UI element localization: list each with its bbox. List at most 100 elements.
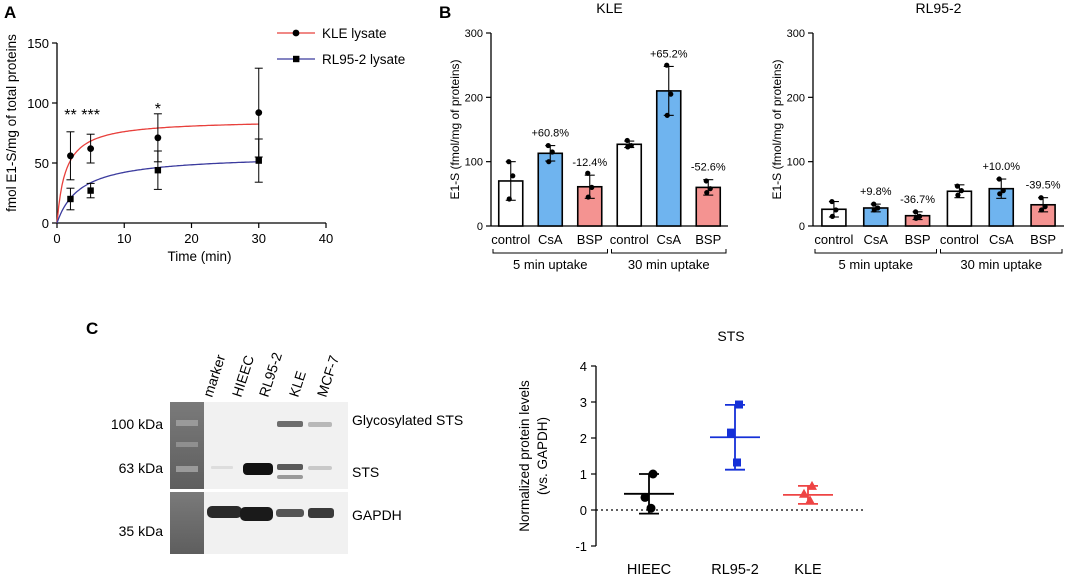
replicate-point xyxy=(589,184,595,190)
percent-change-label: -39.5% xyxy=(1026,180,1061,192)
category-label: BSP xyxy=(905,232,931,247)
chart-c-sts-levels: -1 0 1 2 3 4 STS Normalized protein levels (vs. … xyxy=(517,328,866,575)
western-blot: marker HIEEC RL95-2 KLE MCF-7 100 kDa 63… xyxy=(111,350,463,554)
x-tick-label: 30 xyxy=(252,231,266,246)
band-glycosylated-sts-kle xyxy=(277,421,303,427)
chart-b-kle: 0 100 200 300 KLE E1-S (fmol/mg of proteins) c… xyxy=(448,0,728,272)
y-tick-label: 150 xyxy=(27,36,49,51)
band-sts-hieec xyxy=(211,466,233,469)
band-sts-rl95-2 xyxy=(243,463,273,475)
category-label: RL95-2 xyxy=(711,562,759,575)
replicate-point xyxy=(954,183,961,189)
replicate-point xyxy=(912,209,919,215)
data-point xyxy=(255,109,263,116)
panel-label-c: C xyxy=(86,319,98,338)
data-point xyxy=(799,488,809,498)
bar xyxy=(497,180,524,227)
category-label: BSP xyxy=(695,232,721,247)
replicate-point xyxy=(704,189,710,196)
data-point xyxy=(87,145,95,153)
data-point xyxy=(154,167,162,174)
replicate-point xyxy=(1038,207,1045,213)
legend-marker xyxy=(293,55,300,63)
x-tick-label: 0 xyxy=(53,231,60,246)
replicate-point xyxy=(506,196,512,202)
category-label: KLE xyxy=(794,562,822,575)
lane-label-hieec: HIEEC xyxy=(229,353,257,399)
mw-label-35: 35 kDa xyxy=(119,523,164,539)
data-point xyxy=(733,458,741,467)
y-axis-title: E1-S (fmol/mg of proteins) xyxy=(770,59,784,199)
y-tick-label: 100 xyxy=(787,157,805,169)
x-tick-label: 10 xyxy=(117,231,131,246)
percent-change-label: +65.2% xyxy=(650,48,688,60)
data-point xyxy=(67,152,74,160)
marker-band xyxy=(176,466,198,472)
group-label: 30 min uptake xyxy=(960,257,1042,272)
replicate-point xyxy=(1042,204,1048,210)
panel-label-b: B xyxy=(439,3,451,22)
chart-title: KLE xyxy=(596,0,622,16)
data-point xyxy=(154,134,162,142)
replicate-point xyxy=(707,186,713,192)
legend-label: KLE lysate xyxy=(322,26,387,41)
y-tick-label: 0 xyxy=(477,221,483,233)
data-point xyxy=(646,503,656,513)
y-tick-label: 200 xyxy=(465,92,483,104)
replicate-point xyxy=(624,137,630,144)
replicate-point xyxy=(1038,195,1044,201)
y-axis-title: fmol E1-S/mg of total proteins xyxy=(4,34,19,212)
data-point xyxy=(805,495,815,505)
panel-label-a: A xyxy=(4,3,16,22)
chart-b-rl95-2: 0 100 200 300 RL95-2 E1-S (fmol/mg of protein… xyxy=(770,0,1064,272)
lane-label-mcf-7: MCF-7 xyxy=(314,353,343,399)
data-point xyxy=(640,492,650,502)
percent-change-label: -52.6% xyxy=(691,162,726,174)
band-gapdh-hieec xyxy=(207,506,242,518)
legend-marker xyxy=(292,29,300,37)
group-bracket xyxy=(492,249,608,254)
replicate-point xyxy=(996,176,1002,182)
lane-label-marker: marker xyxy=(200,352,229,399)
data-point xyxy=(735,400,743,409)
category-label: BSP xyxy=(577,232,603,247)
y-tick-label: 0 xyxy=(42,216,49,231)
y-tick-label: 100 xyxy=(27,96,49,111)
significance-mark: ** xyxy=(64,107,76,124)
marker-band xyxy=(176,442,198,447)
group-label: 5 min uptake xyxy=(839,257,913,272)
replicate-point xyxy=(829,198,835,205)
bar xyxy=(537,152,564,227)
mw-label-63: 63 kDa xyxy=(119,460,164,476)
group-label: 5 min uptake xyxy=(513,257,587,272)
marker-band xyxy=(176,420,198,426)
data-point xyxy=(727,428,735,437)
group-bracket xyxy=(611,249,727,254)
band-gapdh-rl95-2 xyxy=(240,507,273,521)
chart-title: RL95-2 xyxy=(916,0,962,16)
replicate-point xyxy=(833,207,839,213)
replicate-point xyxy=(545,142,551,149)
replicate-point xyxy=(625,144,631,150)
marker-lane-lower xyxy=(170,492,204,554)
replicate-point xyxy=(585,194,591,200)
y-tick-label: 4 xyxy=(580,359,587,374)
mw-label-100: 100 kDa xyxy=(111,416,163,432)
data-point xyxy=(648,469,658,479)
x-tick-label: 40 xyxy=(319,231,333,246)
legend-label: RL95-2 lysate xyxy=(322,52,405,67)
y-axis-title: E1-S (fmol/mg of proteins) xyxy=(448,59,462,199)
category-label: control xyxy=(940,232,979,247)
category-label: HIEEC xyxy=(627,562,671,575)
group-label: 30 min uptake xyxy=(628,257,710,272)
data-point xyxy=(87,187,94,194)
category-label: CsA xyxy=(989,232,1014,247)
band-gapdh-mcf7 xyxy=(308,508,334,518)
percent-change-label: -36.7% xyxy=(900,194,935,206)
bar xyxy=(616,143,643,227)
y-tick-label: 3 xyxy=(580,395,587,410)
y-tick-label: 300 xyxy=(465,28,483,40)
replicate-point xyxy=(829,213,836,219)
replicate-point xyxy=(871,201,877,207)
